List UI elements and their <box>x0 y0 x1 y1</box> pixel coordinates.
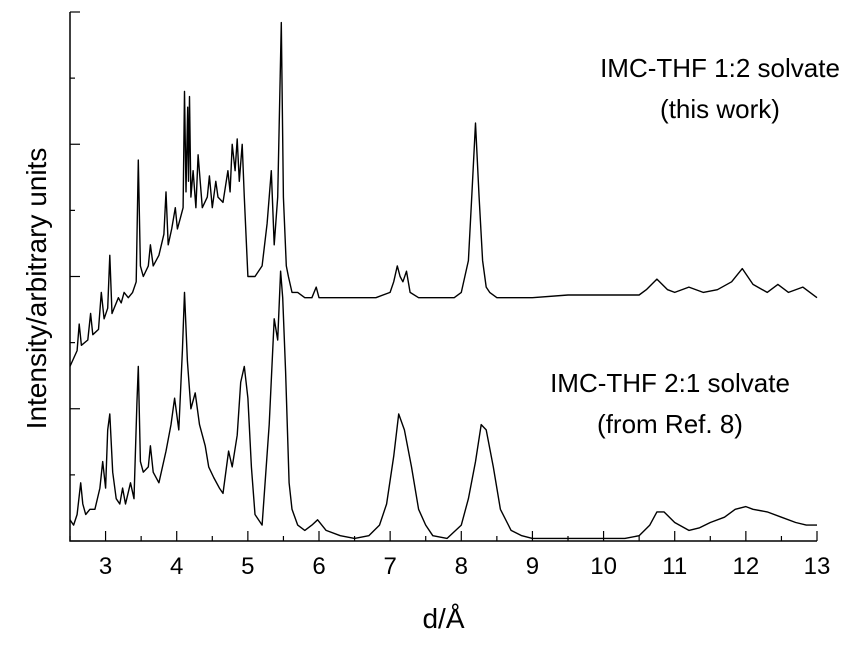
x-tick-label: 4 <box>170 553 183 580</box>
annotation-1-line-1: IMC-THF 1:2 solvate <box>600 53 840 83</box>
x-tick-label: 13 <box>804 553 831 580</box>
annotation-2-line-1: IMC-THF 2:1 solvate <box>550 368 790 398</box>
annotations: IMC-THF 1:2 solvate (this work) IMC-THF 2:… <box>550 53 840 439</box>
y-axis-label: Intensity/arbitrary units <box>21 148 52 430</box>
x-tick-label: 12 <box>733 553 760 580</box>
x-tick-label: 10 <box>590 553 617 580</box>
x-tick-label: 8 <box>455 553 468 580</box>
series-line-2 <box>69 270 817 540</box>
x-tick-label: 3 <box>99 553 112 580</box>
plot-axes <box>69 12 817 542</box>
x-axis-label: d/Å <box>422 603 464 634</box>
x-tick-label: 5 <box>241 553 254 580</box>
series-line-1 <box>69 21 818 367</box>
tick-labels: 3 4 5 6 7 8 9 10 11 12 13 <box>99 553 830 580</box>
x-tick-label: 6 <box>312 553 325 580</box>
x-tick-label: 7 <box>383 553 396 580</box>
x-tick-label: 11 <box>662 553 687 580</box>
annotation-2-line-2: (from Ref. 8) <box>597 409 743 439</box>
ticks-layer <box>69 11 818 542</box>
annotation-1-line-2: (this work) <box>660 94 780 124</box>
x-tick-label: 9 <box>526 553 539 580</box>
